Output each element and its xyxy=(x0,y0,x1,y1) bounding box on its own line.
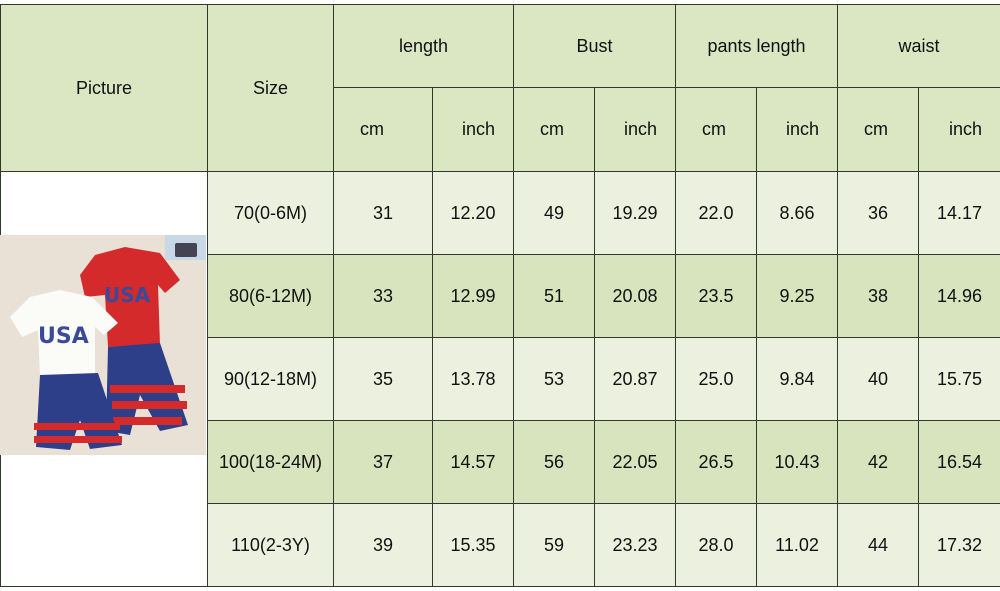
value-cell: 9.25 xyxy=(756,254,839,338)
size-cell: 100(18-24M) xyxy=(207,420,334,504)
value-cell: 10.43 xyxy=(756,420,839,504)
usa-logo: USA xyxy=(38,324,89,349)
value-cell: 26.5 xyxy=(675,420,758,504)
value-cell: 22.05 xyxy=(594,420,677,504)
value-cell: 8.66 xyxy=(756,171,839,255)
value-cell: 14.96 xyxy=(918,254,1000,338)
value-cell: 33 xyxy=(333,254,433,338)
unit-inch: inch xyxy=(594,87,677,172)
value-cell: 42 xyxy=(837,420,920,504)
value-cell: 23.23 xyxy=(594,503,677,587)
usa-logo: USA xyxy=(104,283,151,307)
value-cell: 14.57 xyxy=(431,420,515,504)
value-cell: 51 xyxy=(513,254,596,338)
value-cell: 40 xyxy=(837,337,920,421)
value-cell: 15.35 xyxy=(431,503,515,587)
value-cell: 25.0 xyxy=(675,337,758,421)
unit-cm: cm xyxy=(333,87,433,172)
unit-cm: cm xyxy=(513,87,596,172)
header-pants-length: pants length xyxy=(675,4,839,88)
unit-cm: cm xyxy=(675,87,758,172)
unit-inch: inch xyxy=(918,87,1000,172)
value-cell: 36 xyxy=(837,171,920,255)
header-length: length xyxy=(332,4,515,88)
unit-inch: inch xyxy=(756,87,839,172)
product-picture: USA USA xyxy=(0,235,206,455)
value-cell: 37 xyxy=(333,420,433,504)
value-cell: 19.29 xyxy=(594,171,677,255)
value-cell: 16.54 xyxy=(918,420,1000,504)
value-cell: 39 xyxy=(333,503,433,587)
value-cell: 38 xyxy=(837,254,920,338)
value-cell: 28.0 xyxy=(675,503,758,587)
unit-inch: inch xyxy=(431,87,515,172)
header-waist: waist xyxy=(837,4,1000,88)
value-cell: 9.84 xyxy=(756,337,839,421)
value-cell: 31 xyxy=(333,171,433,255)
value-cell: 44 xyxy=(837,503,920,587)
table-row: 90(12-18M) 35 13.78 53 20.87 25.0 9.84 40 15… xyxy=(1,337,1000,421)
size-cell: 70(0-6M) xyxy=(207,171,334,255)
size-cell: 110(2-3Y) xyxy=(207,503,334,587)
value-cell: 15.75 xyxy=(918,337,1000,421)
table-row: 80(6-12M) 33 12.99 51 20.08 23.5 9.25 38 14.… xyxy=(1,254,1000,338)
value-cell: 23.5 xyxy=(675,254,758,338)
value-cell: 11.02 xyxy=(756,503,839,587)
header-size: Size xyxy=(207,4,334,172)
value-cell: 35 xyxy=(333,337,433,421)
value-cell: 17.32 xyxy=(918,503,1000,587)
value-cell: 53 xyxy=(513,337,596,421)
size-cell: 90(12-18M) xyxy=(207,337,334,421)
table-row: 100(18-24M) 37 14.57 56 22.05 26.5 10.43 42… xyxy=(1,420,1000,504)
size-cell: 80(6-12M) xyxy=(207,254,334,338)
value-cell: 14.17 xyxy=(918,171,1000,255)
value-cell: 49 xyxy=(513,171,596,255)
value-cell: 20.87 xyxy=(594,337,677,421)
value-cell: 59 xyxy=(513,503,596,587)
value-cell: 22.0 xyxy=(675,171,758,255)
value-cell: 56 xyxy=(513,420,596,504)
value-cell: 20.08 xyxy=(594,254,677,338)
table-row: 110(2-3Y) 39 15.35 59 23.23 28.0 11.02 44 17… xyxy=(1,503,1000,587)
value-cell: 12.20 xyxy=(431,171,515,255)
header-picture: Picture xyxy=(0,4,208,172)
value-cell: 13.78 xyxy=(431,337,515,421)
value-cell: 12.99 xyxy=(431,254,515,338)
header-bust: Bust xyxy=(513,4,677,88)
unit-cm: cm xyxy=(837,87,920,172)
